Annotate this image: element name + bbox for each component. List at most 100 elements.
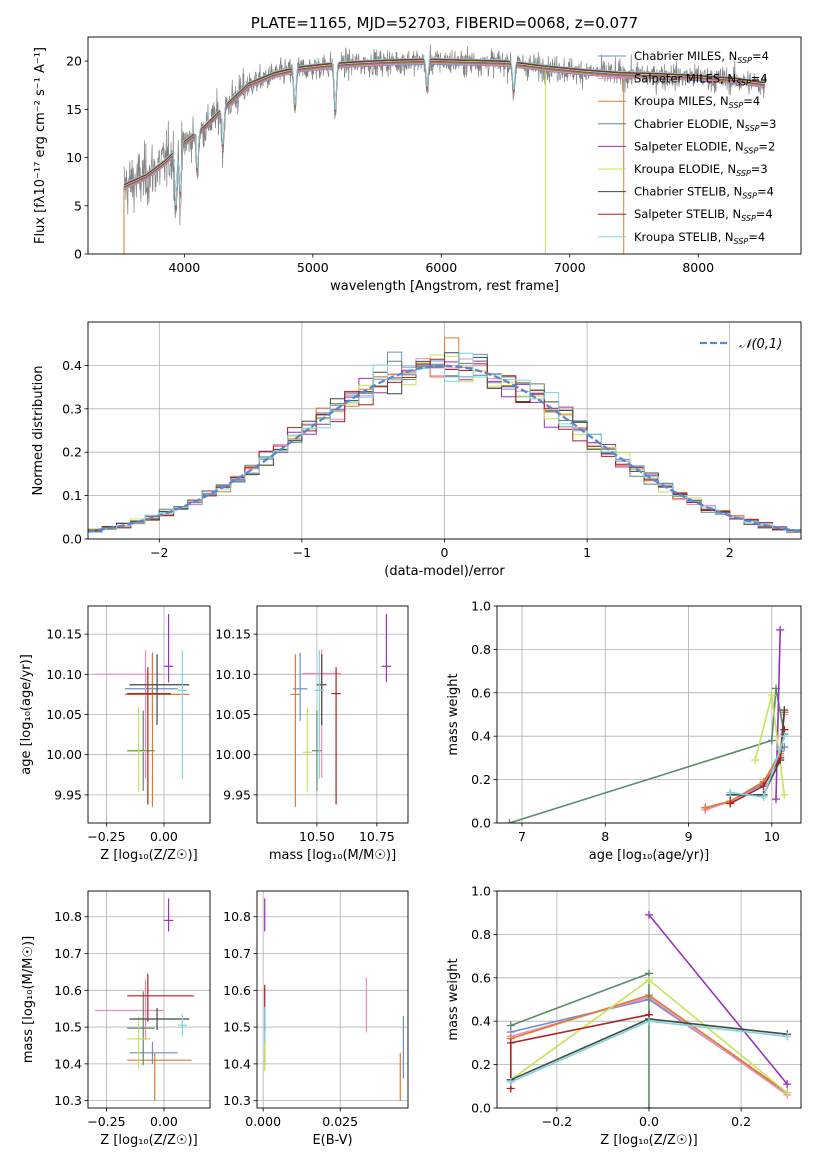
y-tick-label: 0.3 <box>62 401 82 416</box>
x-tick-label: 0.025 <box>322 1114 358 1129</box>
weight-point <box>645 1104 653 1108</box>
y-tick-label: 10.4 <box>223 1056 251 1071</box>
x-axis-label: mass [log₁₀(M/M☉)] <box>269 848 396 863</box>
y-tick-label: 0.4 <box>471 1014 491 1029</box>
weight-point <box>726 788 735 797</box>
x-axis-label: (data-model)/error <box>384 564 505 579</box>
y-axis-label: mass weight <box>446 958 461 1040</box>
x-tick-label: 0.00 <box>150 829 178 844</box>
y-tick-label: 10.7 <box>223 946 251 961</box>
y-tick-label: 10.7 <box>54 946 82 961</box>
x-tick-label: 5000 <box>297 260 329 275</box>
y-tick-label: 10.10 <box>46 667 82 682</box>
y-tick-label: 15 <box>66 102 82 117</box>
weight-point <box>783 1032 792 1041</box>
y-tick-label: 10.15 <box>215 627 251 642</box>
weight-line <box>509 688 786 823</box>
plot-area-mass-vs-EBV <box>264 898 404 1101</box>
y-tick-label: 0.4 <box>471 729 491 744</box>
y-axis-label: mass [log₁₀(M/M☉)] <box>21 936 36 1063</box>
weight-point <box>506 1077 515 1086</box>
legend-entry: Salpeter MILES, NSSP=4 <box>634 72 768 88</box>
weight-point <box>780 706 789 715</box>
weight-point <box>645 1017 653 1026</box>
plot-area-mass-vs-Z <box>94 898 194 1101</box>
plot-area-spectrum <box>123 44 766 254</box>
x-tick-label: 10 <box>764 829 780 844</box>
y-tick-label: 9.95 <box>54 787 82 802</box>
y-tick-label: 0.2 <box>62 445 82 460</box>
weight-point <box>783 1080 792 1089</box>
x-tick-label: 6000 <box>425 260 457 275</box>
y-tick-label: 0.2 <box>471 772 491 787</box>
weight-point <box>645 975 653 984</box>
y-axis-label: Flux [fλ10⁻¹⁷ erg cm⁻² s⁻¹ A⁻¹] <box>33 47 48 244</box>
axes-spectrum: 4000 5000 6000 7000 8000 0 5 10 15 20 wavelength [… <box>33 14 802 294</box>
axes-frame <box>87 890 211 1109</box>
x-tick-label: 1 <box>583 545 591 560</box>
x-tick-label: 0 <box>441 545 449 560</box>
y-tick-label: 0.8 <box>471 642 491 657</box>
weight-point <box>506 1021 515 1030</box>
y-tick-label: 9.95 <box>223 787 251 802</box>
normal-reference-curve <box>88 364 801 533</box>
model-spectrum-line <box>123 61 765 212</box>
x-axis-label: age [log₁₀(age/yr)] <box>589 848 710 863</box>
x-tick-label: 10.50 <box>299 829 335 844</box>
x-tick-label: 4000 <box>168 260 200 275</box>
y-tick-label: 0.0 <box>471 1101 491 1116</box>
x-tick-label: −0.2 <box>542 1114 572 1129</box>
y-axis-label: Normed distribution <box>31 366 46 496</box>
x-tick-label: −0.25 <box>87 1114 125 1129</box>
histogram-step <box>88 358 801 533</box>
weight-point <box>767 736 776 745</box>
weight-line <box>648 914 788 1085</box>
y-tick-label: 10.00 <box>215 747 251 762</box>
y-axis-label: mass weight <box>446 673 461 755</box>
y-tick-label: 10.3 <box>223 1093 251 1108</box>
y-tick-label: 20 <box>66 54 82 69</box>
weight-point <box>776 745 785 754</box>
weight-point <box>767 690 776 699</box>
legend-spectrum: Chabrier MILES, NSSP=4 Salpeter MILES, NS… <box>598 49 776 246</box>
model-spectrum-line <box>123 62 765 213</box>
legend-entry: 𝒩(0,1) <box>739 337 782 352</box>
model-spectrum-line <box>123 63 765 214</box>
axes-age-vs-mass: 10.50 10.75 9.95 10.00 10.05 10.10 10.15 mass [… <box>215 605 409 863</box>
weight-line <box>775 629 781 800</box>
weight-point <box>645 910 653 919</box>
y-tick-label: 0.1 <box>62 488 82 503</box>
x-tick-label: 8000 <box>682 260 714 275</box>
weight-point <box>505 819 514 823</box>
model-spectrum-line <box>123 57 765 207</box>
weight-point <box>759 792 768 801</box>
y-tick-label: 10.6 <box>223 983 251 998</box>
model-spectrum-line <box>123 60 765 211</box>
model-spectrum-line <box>123 59 765 210</box>
y-tick-label: 0.0 <box>471 816 491 831</box>
x-axis-label: wavelength [Angstrom, rest frame] <box>330 279 559 294</box>
x-tick-label: 9 <box>685 829 693 844</box>
weight-point <box>783 1088 792 1097</box>
y-tick-label: 0.4 <box>62 358 82 373</box>
x-tick-label: −0.25 <box>87 829 125 844</box>
weight-point <box>726 799 735 808</box>
y-tick-label: 10.4 <box>54 1056 82 1071</box>
plot-area-residuals <box>88 337 801 533</box>
model-spectrum-line <box>123 63 765 212</box>
axes-mass-vs-Z: −0.25 0.00 10.3 10.4 10.5 10.6 10.7 10.8 Z [log₁… <box>21 890 211 1148</box>
y-tick-label: 0 <box>74 247 82 262</box>
model-spectrum-line <box>123 59 765 209</box>
axes-age-vs-Z: −0.25 0.00 9.95 10.00 10.05 10.10 10.15 Z [log₁… <box>19 605 211 863</box>
y-tick-label: 0.6 <box>471 970 491 985</box>
legend-entry: Salpeter STELIB, NSSP=4 <box>634 207 773 223</box>
weight-point <box>772 795 781 804</box>
weight-point <box>701 803 710 812</box>
x-axis-label: Z [log₁₀(Z/Z☉)] <box>100 1133 197 1148</box>
weight-point <box>759 782 768 791</box>
weight-point <box>780 790 789 799</box>
weight-point <box>751 756 760 765</box>
y-tick-label: 0.0 <box>62 532 82 547</box>
weight-point <box>506 1038 515 1047</box>
